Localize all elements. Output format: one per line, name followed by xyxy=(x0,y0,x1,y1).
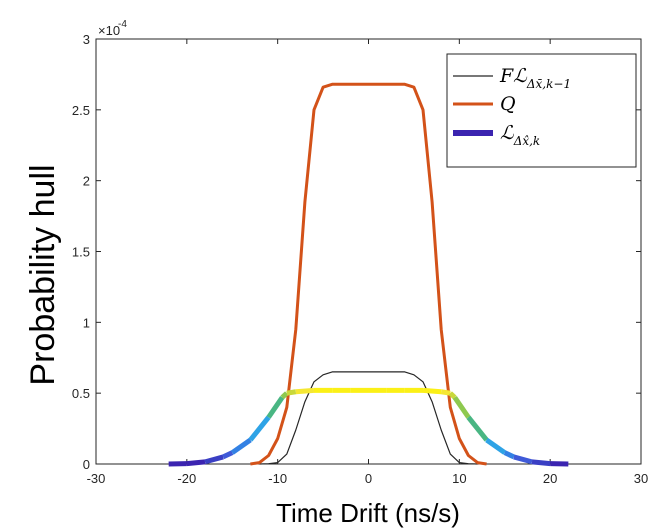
legend-label-main: Q xyxy=(500,93,516,115)
y-axis-title: Probability hull xyxy=(24,164,62,385)
series-2-segment xyxy=(286,389,297,396)
x-axis: -30 -20 -10 0 10 20 30 xyxy=(87,39,648,486)
y-tick-label: 2.5 xyxy=(72,103,90,118)
series-2-segment xyxy=(266,396,285,419)
series-2-segment xyxy=(448,391,457,400)
x-axis-title: Time Drift (ns/s) xyxy=(276,498,460,528)
y-tick-label: 3 xyxy=(83,32,90,47)
x-tick-label: -20 xyxy=(177,471,196,486)
series-2-segment xyxy=(248,415,271,442)
y-axis: 0 0.5 1 1.5 2 2.5 3 xyxy=(72,32,641,472)
y-axis-exponent: ×10 -4 xyxy=(98,19,127,38)
y-exponent-base: ×10 xyxy=(98,23,120,38)
series-2-segment xyxy=(204,454,224,465)
y-tick-label: 0.5 xyxy=(72,386,90,401)
legend-label-1: Q xyxy=(500,93,516,115)
series-2-segment xyxy=(280,391,289,400)
y-tick-label: 1 xyxy=(83,315,90,330)
y-tick-label: 0 xyxy=(83,457,90,472)
series-2-segment xyxy=(531,459,551,467)
legend-box xyxy=(446,53,637,168)
y-exponent-power: -4 xyxy=(118,19,127,30)
x-tick-label: -10 xyxy=(268,471,287,486)
x-tick-label: -30 xyxy=(87,471,106,486)
series-2-segment xyxy=(466,415,489,442)
series-layer xyxy=(168,82,569,467)
y-tick-label: 2 xyxy=(83,174,90,189)
series-2-segment xyxy=(503,450,515,460)
legend-label-2: ℒΔx̂,k xyxy=(500,122,540,148)
series-2-segment xyxy=(295,387,315,395)
series-2-segment xyxy=(230,437,252,455)
legend-label-subscript: Δx̄,k−1 xyxy=(526,77,571,91)
x-tick-label: 30 xyxy=(634,471,648,486)
series-2-segment xyxy=(452,396,471,419)
series-2-segment xyxy=(440,389,451,396)
series-2-segment xyxy=(186,459,206,467)
series-0-line xyxy=(259,371,478,465)
legend-label-main: ℒ xyxy=(500,122,515,144)
legend-label-main: Fℒ xyxy=(499,65,528,87)
series-2-segment xyxy=(222,450,234,460)
y-tick-label: 1.5 xyxy=(72,245,90,260)
x-tick-label: 20 xyxy=(543,471,557,486)
legend-label-0: FℒΔx̄,k−1 xyxy=(499,65,571,91)
series-2-segment xyxy=(513,454,533,465)
series-2-segment xyxy=(422,387,442,395)
x-tick-label: 0 xyxy=(365,471,372,486)
series-2-segment xyxy=(485,437,507,455)
legend-label-subscript: Δx̂,k xyxy=(513,134,541,148)
x-tick-label: 10 xyxy=(452,471,466,486)
series-1-line xyxy=(250,82,487,466)
